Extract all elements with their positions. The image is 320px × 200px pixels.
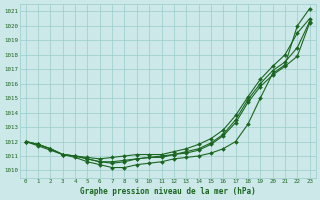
X-axis label: Graphe pression niveau de la mer (hPa): Graphe pression niveau de la mer (hPa) bbox=[80, 187, 256, 196]
